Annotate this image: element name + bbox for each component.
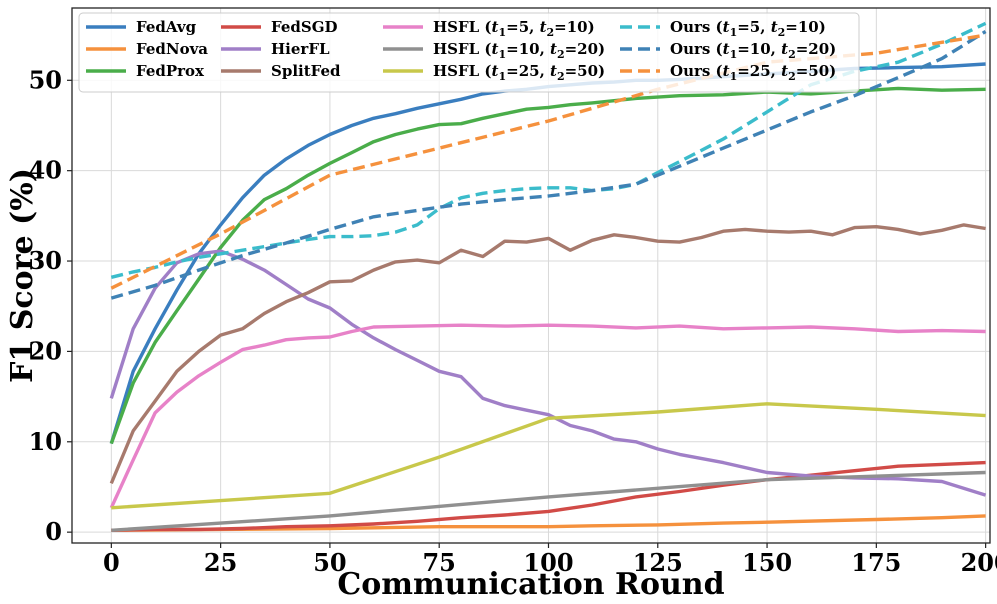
series-line-splitfed (109, 223, 986, 485)
y-tick-label: 30 (29, 246, 62, 275)
y-tick-label: 0 (45, 517, 62, 546)
x-tick-label: 200 (961, 548, 997, 577)
series-line-ours-t1-10-t2-20 (110, 30, 987, 300)
legend-label-hsfl-t1-10-t2-20: HSFL (t1=10, t2=20) (433, 40, 605, 61)
x-axis-label: Communication Round (337, 567, 724, 602)
x-tick-label: 175 (851, 548, 901, 577)
x-axis-ticks: 0 25 50 75 100 125 150 175 200 (103, 543, 997, 577)
x-tick-label: 125 (633, 548, 683, 577)
series-lines (109, 21, 987, 532)
series-line-hierfl (109, 249, 987, 497)
legend-label-fedprox: FedProx (136, 62, 205, 80)
y-axis-label: F1 Score (%) (5, 168, 40, 383)
legend-label-ours-t1-10-t2-20: Ours (t1=10, t2=20) (670, 40, 836, 61)
series-line-hsfl-t1-25-t2-50 (111, 402, 986, 510)
legend-label-hierfl: HierFL (271, 40, 330, 58)
x-tick-label: 50 (313, 548, 346, 577)
x-tick-label: 100 (523, 548, 573, 577)
series-line-fedsgd (111, 460, 986, 532)
plot-frame (71, 7, 991, 544)
series-line-ours-t1-25-t2-50 (110, 33, 986, 290)
x-tick-label: 150 (742, 548, 792, 577)
legend-box (78, 12, 860, 93)
legend-label-ours-t1-5-t2-10: Ours (t1=5, t2=10) (670, 18, 826, 39)
x-tick-label: 0 (103, 548, 120, 577)
x-tick-label: 25 (204, 548, 237, 577)
y-tick-label: 40 (29, 156, 62, 185)
legend-label-fednova: FedNova (136, 40, 208, 58)
series-line-hsfl-t1-10-t2-20 (111, 470, 986, 532)
y-tick-label: 20 (29, 336, 62, 365)
x-tick-label: 75 (422, 548, 455, 577)
y-tick-label: 50 (29, 65, 62, 94)
legend-label-hsfl-t1-25-t2-50: HSFL (t1=25, t2=50) (433, 62, 605, 83)
legend-label-fedavg: FedAvg (136, 18, 197, 36)
y-axis-ticks: 0 10 20 30 40 50 (29, 65, 72, 546)
legend-label-ours-t1-25-t2-50: Ours (t1=25, t2=50) (670, 62, 836, 83)
legend-label-splitfed: SplitFed (271, 62, 341, 80)
legend: FedAvg FedNova FedProx FedSGD HierFL SplitFed… (78, 12, 860, 93)
series-line-fednova (111, 514, 986, 532)
series-line-hsfl-t1-5-t2-10 (109, 323, 986, 509)
legend-label-hsfl-t1-5-t2-10: HSFL (t1=5, t2=10) (433, 18, 595, 39)
y-tick-label: 10 (29, 427, 62, 456)
legend-label-fedsgd: FedSGD (271, 18, 338, 36)
